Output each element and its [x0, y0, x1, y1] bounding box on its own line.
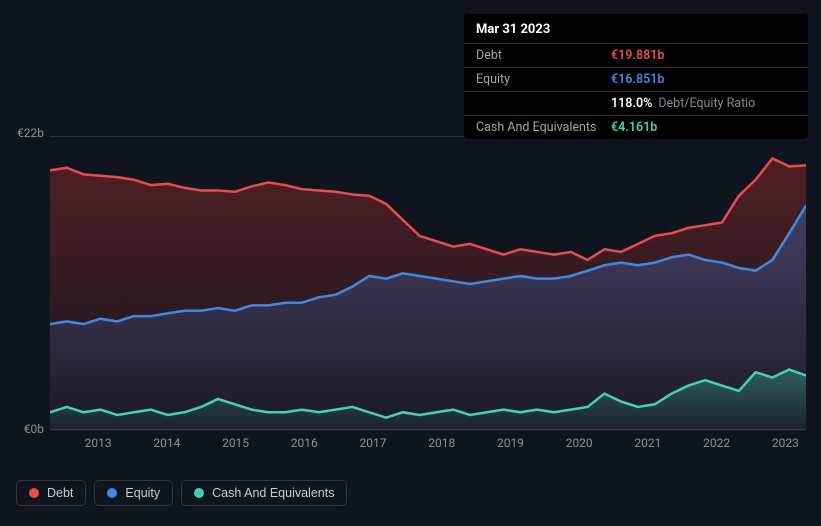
financial-chart: €22b €0b 2013201420152016201720182019202… [16, 120, 808, 475]
chart-tooltip: Mar 31 2023 Debt€19.881bEquity€16.851b11… [464, 14, 808, 139]
tooltip-row: Equity€16.851b [464, 67, 808, 91]
tooltip-date: Mar 31 2023 [464, 14, 808, 43]
x-axis-tick: 2021 [634, 436, 661, 450]
legend-item-debt[interactable]: Debt [16, 480, 86, 506]
tooltip-metric-value: €19.881b [611, 48, 664, 63]
legend-label: Cash And Equivalents [212, 486, 334, 500]
x-axis-ticks: 2013 2014 2015 2016 2017 2018 2019 2020 2021 2022… [50, 436, 806, 456]
legend-label: Equity [125, 486, 160, 500]
x-axis-tick: 2017 [360, 436, 387, 450]
tooltip-metric-value: 118.0% [611, 96, 652, 111]
tooltip-metric-value: €16.851b [611, 72, 664, 87]
plot-area[interactable] [50, 136, 806, 430]
tooltip-row: Debt€19.881b [464, 43, 808, 67]
legend-swatch [194, 488, 204, 498]
x-axis-tick: 2023 [772, 436, 799, 450]
legend-item-cash-and-equivalents[interactable]: Cash And Equivalents [181, 480, 347, 506]
tooltip-metric-label: Cash And Equivalents [476, 120, 611, 135]
x-axis-tick: 2013 [85, 436, 112, 450]
tooltip-metric-label: Debt [476, 48, 611, 63]
tooltip-metric-value: €4.161b [611, 120, 657, 135]
x-axis-tick: 2015 [222, 436, 249, 450]
y-axis-label-max: €22b [12, 126, 44, 140]
x-axis-tick: 2018 [428, 436, 455, 450]
x-axis-tick: 2019 [497, 436, 524, 450]
legend-swatch [29, 488, 39, 498]
x-axis-tick: 2014 [153, 436, 180, 450]
chart-legend: Debt Equity Cash And Equivalents [16, 480, 347, 506]
tooltip-row: Cash And Equivalents€4.161b [464, 115, 808, 139]
x-axis-tick: 2016 [291, 436, 318, 450]
tooltip-extra-text: Debt/Equity Ratio [658, 96, 755, 111]
tooltip-row: 118.0% Debt/Equity Ratio [464, 91, 808, 115]
y-axis-label-min: €0b [12, 422, 44, 436]
legend-item-equity[interactable]: Equity [94, 480, 173, 506]
legend-label: Debt [47, 486, 73, 500]
tooltip-metric-label [476, 96, 611, 111]
legend-swatch [107, 488, 117, 498]
x-axis-tick: 2022 [703, 436, 730, 450]
x-axis-tick: 2020 [566, 436, 593, 450]
tooltip-metric-label: Equity [476, 72, 611, 87]
